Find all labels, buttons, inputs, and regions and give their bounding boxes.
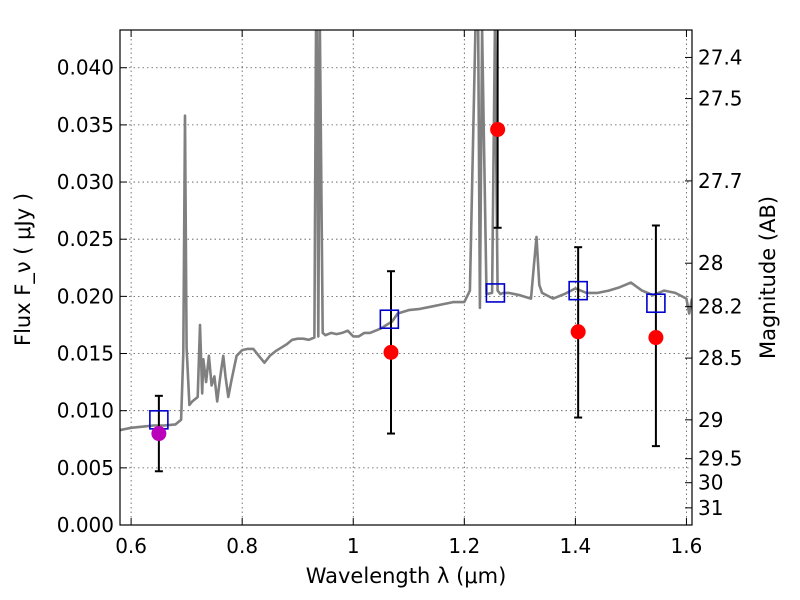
x-axis-label: Wavelength λ (μm) [306,564,507,588]
y-tick-label: 0.000 [57,513,114,537]
y-tick-label: 0.005 [57,456,114,480]
mag-tick-label: 29 [698,408,723,432]
tick-label-layer: 0.6 0.8 1 1.2 1.4 1.6 0.000 0.005 0.010 0.015 0.02… [57,45,743,558]
mag-tick-label: 29.5 [698,447,743,471]
mag-tick-label: 28.2 [698,295,743,319]
model-box-layer [149,280,666,430]
x-tick-label: 0.6 [115,534,147,558]
model-box [379,309,400,330]
x-tick-label: 1.4 [559,534,591,558]
x-tick-label: 1 [347,534,360,558]
model-box [485,283,506,303]
y-axis-label: Flux F_ν ( μJy ) [11,193,36,346]
mag-tick-label: 27.7 [698,169,743,193]
observed-point [570,324,586,340]
plot-frame [119,29,693,526]
mag-tick-label: 27.4 [698,45,743,69]
y-tick-label: 0.015 [57,342,114,366]
mag-tick-label: 30 [698,471,723,495]
y2-axis-label: Magnitude (AB) [756,196,780,359]
x-tick-label: 1.6 [671,534,703,558]
spectrum-line [120,30,692,432]
tick-layer [120,30,692,526]
observed-point [383,344,399,360]
observed-point [648,330,664,346]
observed-point-layer [151,121,664,442]
model-box [568,280,588,301]
y-tick-label: 0.035 [57,113,114,137]
observed-point [490,121,506,137]
mag-tick-label: 28.5 [698,346,743,370]
y-tick-label: 0.010 [57,399,114,423]
y-tick-label: 0.030 [57,170,114,194]
y-tick-label: 0.020 [57,284,114,308]
mag-tick-label: 31 [698,496,723,520]
x-tick-label: 1.2 [448,534,480,558]
errorbar-layer [154,30,660,473]
model-box [646,293,666,314]
spectrum-layer [120,30,692,432]
grid-layer [120,30,692,526]
mag-tick-label: 27.5 [698,87,743,111]
y-tick-label: 0.025 [57,227,114,251]
y-tick-label: 0.040 [57,56,114,80]
mag-tick-label: 28 [698,251,723,275]
observed-point [151,426,167,442]
x-tick-label: 0.8 [226,534,258,558]
